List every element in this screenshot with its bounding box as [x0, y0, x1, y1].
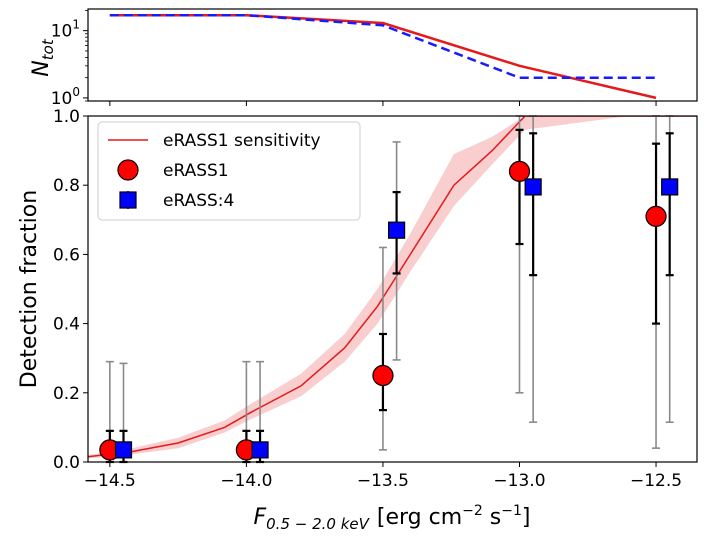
main-x-ticks: −14.5 −14.0 −13.5 −13.0 −12.5 — [84, 462, 682, 491]
x-label-main: F — [253, 505, 266, 530]
y-tick-label: 0.4 — [53, 315, 80, 335]
x-tick-label: −13.5 — [357, 471, 409, 491]
erass4-point — [251, 441, 269, 459]
y-tick-label: 1.0 — [53, 107, 80, 127]
legend: eRASS1 sensitivity eRASS1 eRASS:4 — [97, 121, 361, 221]
main-y-ticks: 0.0 0.2 0.4 0.6 0.8 1.0 — [53, 107, 88, 473]
erass4-point — [114, 441, 133, 459]
y-tick-label: 0.8 — [53, 176, 80, 196]
erass4-point — [524, 178, 542, 196]
main-panel-frame — [87, 115, 698, 463]
main-markers — [99, 115, 679, 464]
erass4-point — [661, 178, 679, 196]
y-tick-label: 0.0 — [53, 453, 80, 473]
legend-label-erass1: eRASS1 — [163, 161, 229, 181]
top-series-line-2 — [109, 13, 656, 79]
x-label-exp1: −2 — [462, 503, 483, 519]
x-tick-label: −12.5 — [630, 471, 682, 491]
erass1-point — [645, 205, 667, 227]
top-y-label-main: N — [29, 60, 54, 76]
top-x-ticks — [109, 101, 657, 106]
erass1-point — [372, 364, 394, 387]
top-y-ticks: 100 101 — [51, 10, 88, 109]
y-tick-label: 0.6 — [53, 245, 80, 265]
x-tick-label: −13.0 — [493, 471, 545, 491]
erass4-point — [387, 221, 406, 239]
x-tick-label: −14.0 — [220, 471, 272, 491]
x-label-close: ] — [522, 505, 531, 530]
top-y-tick-label: 101 — [51, 18, 80, 42]
legend-label-erass4: eRASS:4 — [163, 191, 234, 211]
x-label-unit2: s — [483, 505, 501, 530]
top-panel: 100 101 Ntot — [29, 8, 698, 109]
x-tick-label: −14.5 — [84, 471, 136, 491]
legend-swatch-erass4 — [119, 191, 137, 209]
legend-swatch-erass1 — [117, 159, 139, 181]
y-tick-label: 0.2 — [53, 384, 80, 404]
main-panel: 0.00.20.40.60.81.0 −14.5 −14.0 −13.5 −13.0−… — [17, 107, 698, 533]
legend-label-sensitivity: eRASS1 sensitivity — [163, 131, 321, 151]
x-label-sub: 0.5 − 2.0 keV — [266, 515, 370, 533]
top-panel-frame — [87, 8, 698, 102]
legend-box — [97, 121, 361, 221]
top-series-line-1 — [109, 13, 657, 100]
top-y-tick-label: 100 — [51, 85, 80, 109]
top-y-axis-label: Ntot — [29, 38, 57, 77]
top-plot-area — [109, 13, 657, 100]
erass1-point — [508, 160, 531, 182]
x-label-exp2: −1 — [501, 503, 522, 519]
sensitivity-band — [88, 116, 697, 459]
x-label-unit: [erg cm — [377, 505, 462, 530]
main-y-axis-label: Detection fraction — [17, 190, 42, 388]
main-x-axis-label: F0.5 − 2.0 keV [erg cm−2 s−1] — [253, 503, 530, 533]
top-y-label-sub: tot — [39, 38, 57, 60]
